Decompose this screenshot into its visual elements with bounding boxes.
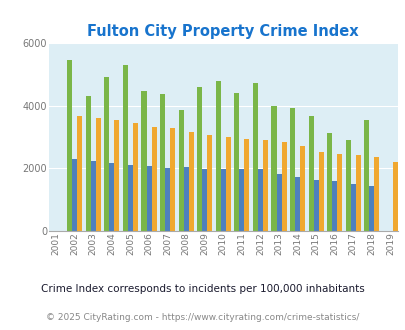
Bar <box>373 157 378 231</box>
Bar <box>188 132 193 231</box>
Bar <box>114 120 119 231</box>
Bar <box>257 169 262 231</box>
Bar <box>91 161 96 231</box>
Bar <box>151 127 156 231</box>
Bar <box>294 177 299 231</box>
Bar <box>220 169 225 231</box>
Bar <box>178 110 183 231</box>
Bar <box>392 162 397 231</box>
Bar <box>72 159 77 231</box>
Text: © 2025 CityRating.com - https://www.cityrating.com/crime-statistics/: © 2025 CityRating.com - https://www.city… <box>46 313 359 322</box>
Bar <box>183 167 188 231</box>
Bar <box>197 87 202 231</box>
Bar <box>146 166 151 231</box>
Bar <box>141 90 146 231</box>
Bar <box>207 135 212 231</box>
Bar <box>350 184 355 231</box>
Bar <box>77 116 82 231</box>
Bar <box>160 94 165 231</box>
Bar <box>225 137 230 231</box>
Bar <box>318 152 323 231</box>
Bar <box>252 83 257 231</box>
Bar <box>299 146 305 231</box>
Bar <box>215 81 220 231</box>
Bar <box>85 96 91 231</box>
Bar <box>276 174 281 231</box>
Bar <box>289 108 294 231</box>
Bar <box>109 163 114 231</box>
Bar <box>165 168 170 231</box>
Bar <box>369 186 373 231</box>
Bar <box>96 118 100 231</box>
Bar <box>170 128 175 231</box>
Bar <box>331 182 337 231</box>
Bar <box>104 78 109 231</box>
Bar <box>123 65 128 231</box>
Bar <box>202 169 207 231</box>
Bar <box>67 60 72 231</box>
Bar <box>281 142 286 231</box>
Bar <box>355 155 360 231</box>
Bar <box>313 180 318 231</box>
Bar <box>308 116 313 231</box>
Bar <box>128 165 132 231</box>
Bar <box>363 120 369 231</box>
Bar <box>326 133 331 231</box>
Bar <box>271 106 276 231</box>
Text: Crime Index corresponds to incidents per 100,000 inhabitants: Crime Index corresponds to incidents per… <box>41 284 364 294</box>
Bar <box>345 140 350 231</box>
Title: Fulton City Property Crime Index: Fulton City Property Crime Index <box>87 24 358 39</box>
Bar <box>234 93 239 231</box>
Bar <box>262 140 267 231</box>
Bar <box>244 139 249 231</box>
Bar <box>239 169 244 231</box>
Bar <box>337 154 341 231</box>
Bar <box>132 123 138 231</box>
